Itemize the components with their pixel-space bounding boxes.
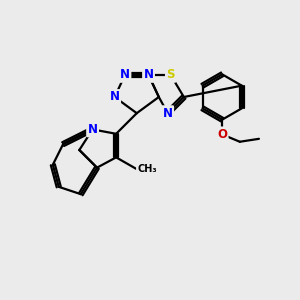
Text: O: O	[217, 128, 227, 141]
Text: N: N	[88, 123, 98, 136]
Text: CH₃: CH₃	[137, 164, 157, 174]
Text: S: S	[167, 68, 175, 81]
Text: N: N	[143, 68, 154, 81]
Text: N: N	[110, 91, 120, 103]
Text: N: N	[163, 107, 173, 120]
Text: N: N	[120, 68, 130, 81]
